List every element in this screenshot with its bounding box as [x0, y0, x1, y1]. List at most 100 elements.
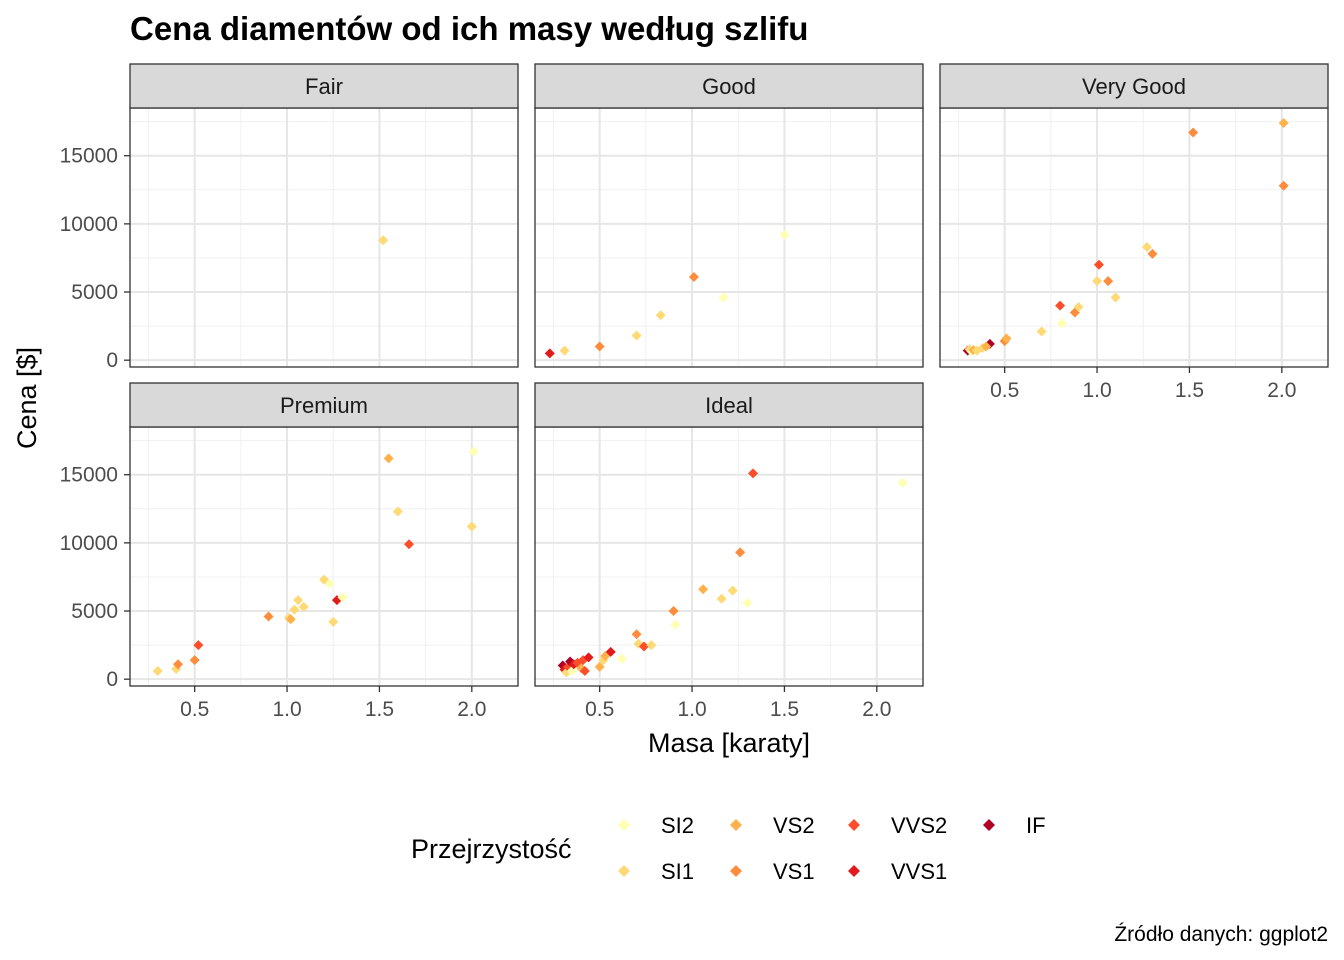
- data-point: [544, 348, 555, 359]
- legend-label: VVS2: [891, 813, 947, 838]
- facet-panels: Fair 0 5000 10000 15000 Good Very Good 0.5 1.0 1.…: [60, 63, 1329, 721]
- legend-key: [848, 865, 860, 877]
- x-tick-label: 1.0: [272, 698, 301, 721]
- y-tick-label: 0: [106, 668, 118, 691]
- data-point: [1055, 300, 1066, 311]
- chart-title: Cena diamentów od ich masy według szlifu: [130, 10, 808, 47]
- y-tick-label: 5000: [71, 600, 118, 623]
- x-tick-label: 0.5: [180, 698, 209, 721]
- x-tick-label: 1.0: [677, 698, 706, 721]
- data-point: [468, 446, 479, 457]
- legend-key: [618, 865, 630, 877]
- data-point: [670, 619, 681, 630]
- data-point: [298, 601, 309, 612]
- legend-label: SI2: [661, 813, 694, 838]
- facet-label: Ideal: [705, 393, 753, 418]
- y-tick-label: 5000: [71, 281, 118, 304]
- legend-item: SI1: [618, 859, 694, 884]
- legend-item: SI2: [618, 813, 694, 838]
- x-tick-label: 2.0: [1267, 379, 1296, 402]
- data-point: [392, 506, 403, 517]
- data-point: [727, 585, 738, 596]
- x-tick-label: 1.5: [770, 698, 799, 721]
- data-point: [1093, 259, 1104, 270]
- data-point: [616, 653, 627, 664]
- data-point: [748, 468, 759, 479]
- data-point: [583, 652, 594, 663]
- data-point: [263, 611, 274, 622]
- x-tick-label: 1.0: [1082, 379, 1111, 402]
- facet-strip: [939, 63, 1329, 109]
- data-point: [1073, 302, 1084, 313]
- legend-key: [618, 819, 630, 831]
- data-point: [293, 595, 304, 606]
- legend-title: Przejrzystość: [411, 834, 572, 864]
- legend: Przejrzystość SI2 SI1 VS2 VS1 VVS2 VVS1 IF: [411, 813, 1046, 884]
- x-axis-title: Masa [karaty]: [648, 728, 810, 758]
- y-tick-label: 15000: [60, 464, 118, 487]
- facet-panel: Good: [534, 63, 924, 368]
- data-point: [716, 593, 727, 604]
- facet-panel: Ideal 0.5 1.0 1.5 2.0: [534, 382, 924, 721]
- caption: Źródło danych: ggplot2: [1114, 923, 1328, 946]
- data-point: [579, 666, 590, 677]
- y-tick-label: 10000: [60, 532, 118, 555]
- data-point: [466, 521, 477, 532]
- facet-label: Fair: [305, 74, 343, 99]
- legend-label: VS1: [773, 859, 815, 884]
- data-point: [639, 641, 650, 652]
- data-point: [981, 341, 992, 352]
- data-point: [698, 584, 709, 595]
- legend-label: IF: [1026, 813, 1046, 838]
- data-point: [646, 640, 657, 651]
- data-point: [1092, 276, 1103, 287]
- data-point: [779, 229, 790, 240]
- data-point: [1278, 117, 1289, 128]
- data-point: [594, 661, 605, 672]
- facet-strip: [129, 382, 519, 428]
- legend-item: IF: [983, 813, 1046, 838]
- facet-strip: [129, 63, 519, 109]
- data-point: [173, 659, 184, 670]
- x-tick-label: 2.0: [457, 698, 486, 721]
- facet-label: Premium: [280, 393, 368, 418]
- data-point: [1001, 333, 1012, 344]
- data-point: [1056, 318, 1067, 329]
- x-tick-label: 0.5: [585, 698, 614, 721]
- panel-background: [130, 427, 518, 686]
- legend-key: [848, 819, 860, 831]
- y-tick-label: 0: [106, 349, 118, 372]
- data-point: [668, 606, 679, 617]
- panel-background: [535, 108, 923, 367]
- data-point: [1103, 276, 1114, 287]
- facet-panel: Premium 0 5000 10000 15000 0.5 1.0 1.5 2.0: [60, 382, 519, 721]
- data-point: [897, 477, 908, 488]
- data-point: [328, 616, 339, 627]
- legend-item: VVS1: [848, 859, 947, 884]
- data-point: [1110, 292, 1121, 303]
- legend-key: [730, 819, 742, 831]
- data-point: [378, 235, 389, 246]
- data-point: [193, 640, 204, 651]
- legend-label: VS2: [773, 813, 815, 838]
- data-point: [1278, 180, 1289, 191]
- data-point: [631, 330, 642, 341]
- data-point: [631, 629, 642, 640]
- data-point: [324, 578, 335, 589]
- facet-panel: Fair 0 5000 10000 15000: [60, 63, 519, 372]
- panel-background: [130, 108, 518, 367]
- data-point: [285, 614, 296, 625]
- facet-label: Very Good: [1082, 74, 1186, 99]
- x-tick-label: 0.5: [990, 379, 1019, 402]
- x-tick-label: 2.0: [862, 698, 891, 721]
- data-point: [337, 592, 348, 603]
- legend-label: SI1: [661, 859, 694, 884]
- data-point: [605, 646, 616, 657]
- x-tick-label: 1.5: [1175, 379, 1204, 402]
- data-point: [742, 597, 753, 608]
- data-point: [688, 272, 699, 283]
- data-point: [289, 604, 300, 615]
- data-point: [383, 453, 394, 464]
- data-point: [403, 539, 414, 550]
